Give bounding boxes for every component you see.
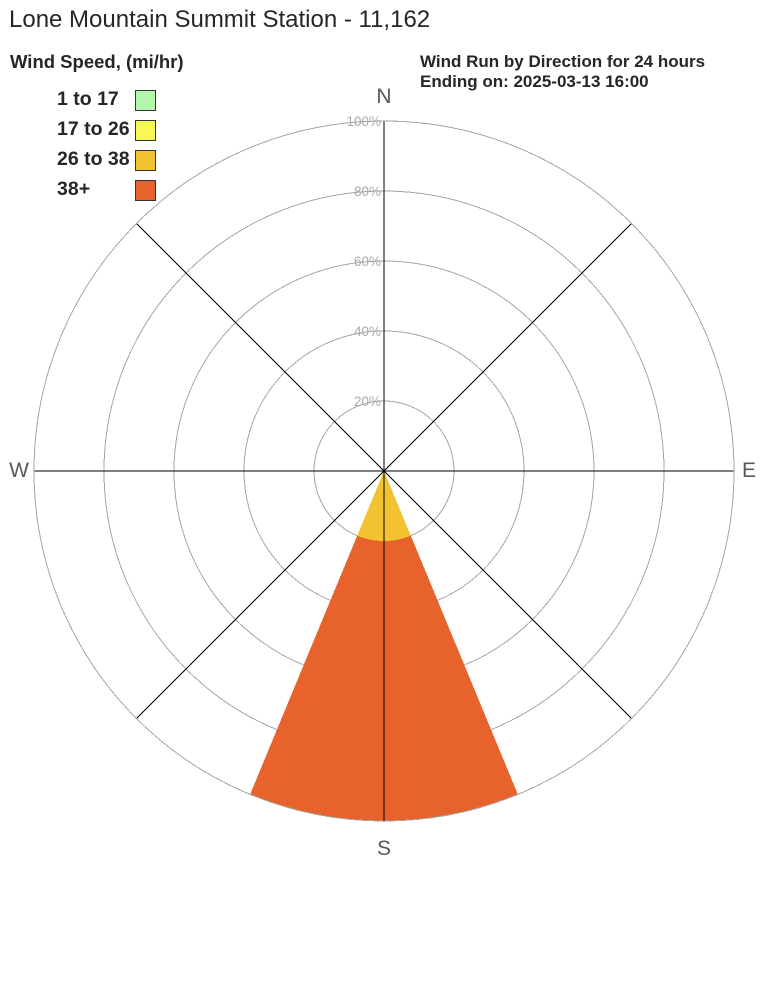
svg-text:W: W: [9, 459, 29, 482]
svg-text:80%: 80%: [354, 184, 381, 199]
svg-text:E: E: [742, 459, 756, 482]
svg-text:S: S: [377, 837, 391, 860]
svg-text:40%: 40%: [354, 324, 381, 339]
svg-text:N: N: [376, 85, 391, 108]
svg-text:100%: 100%: [346, 114, 381, 129]
svg-text:60%: 60%: [354, 254, 381, 269]
svg-text:20%: 20%: [354, 394, 381, 409]
